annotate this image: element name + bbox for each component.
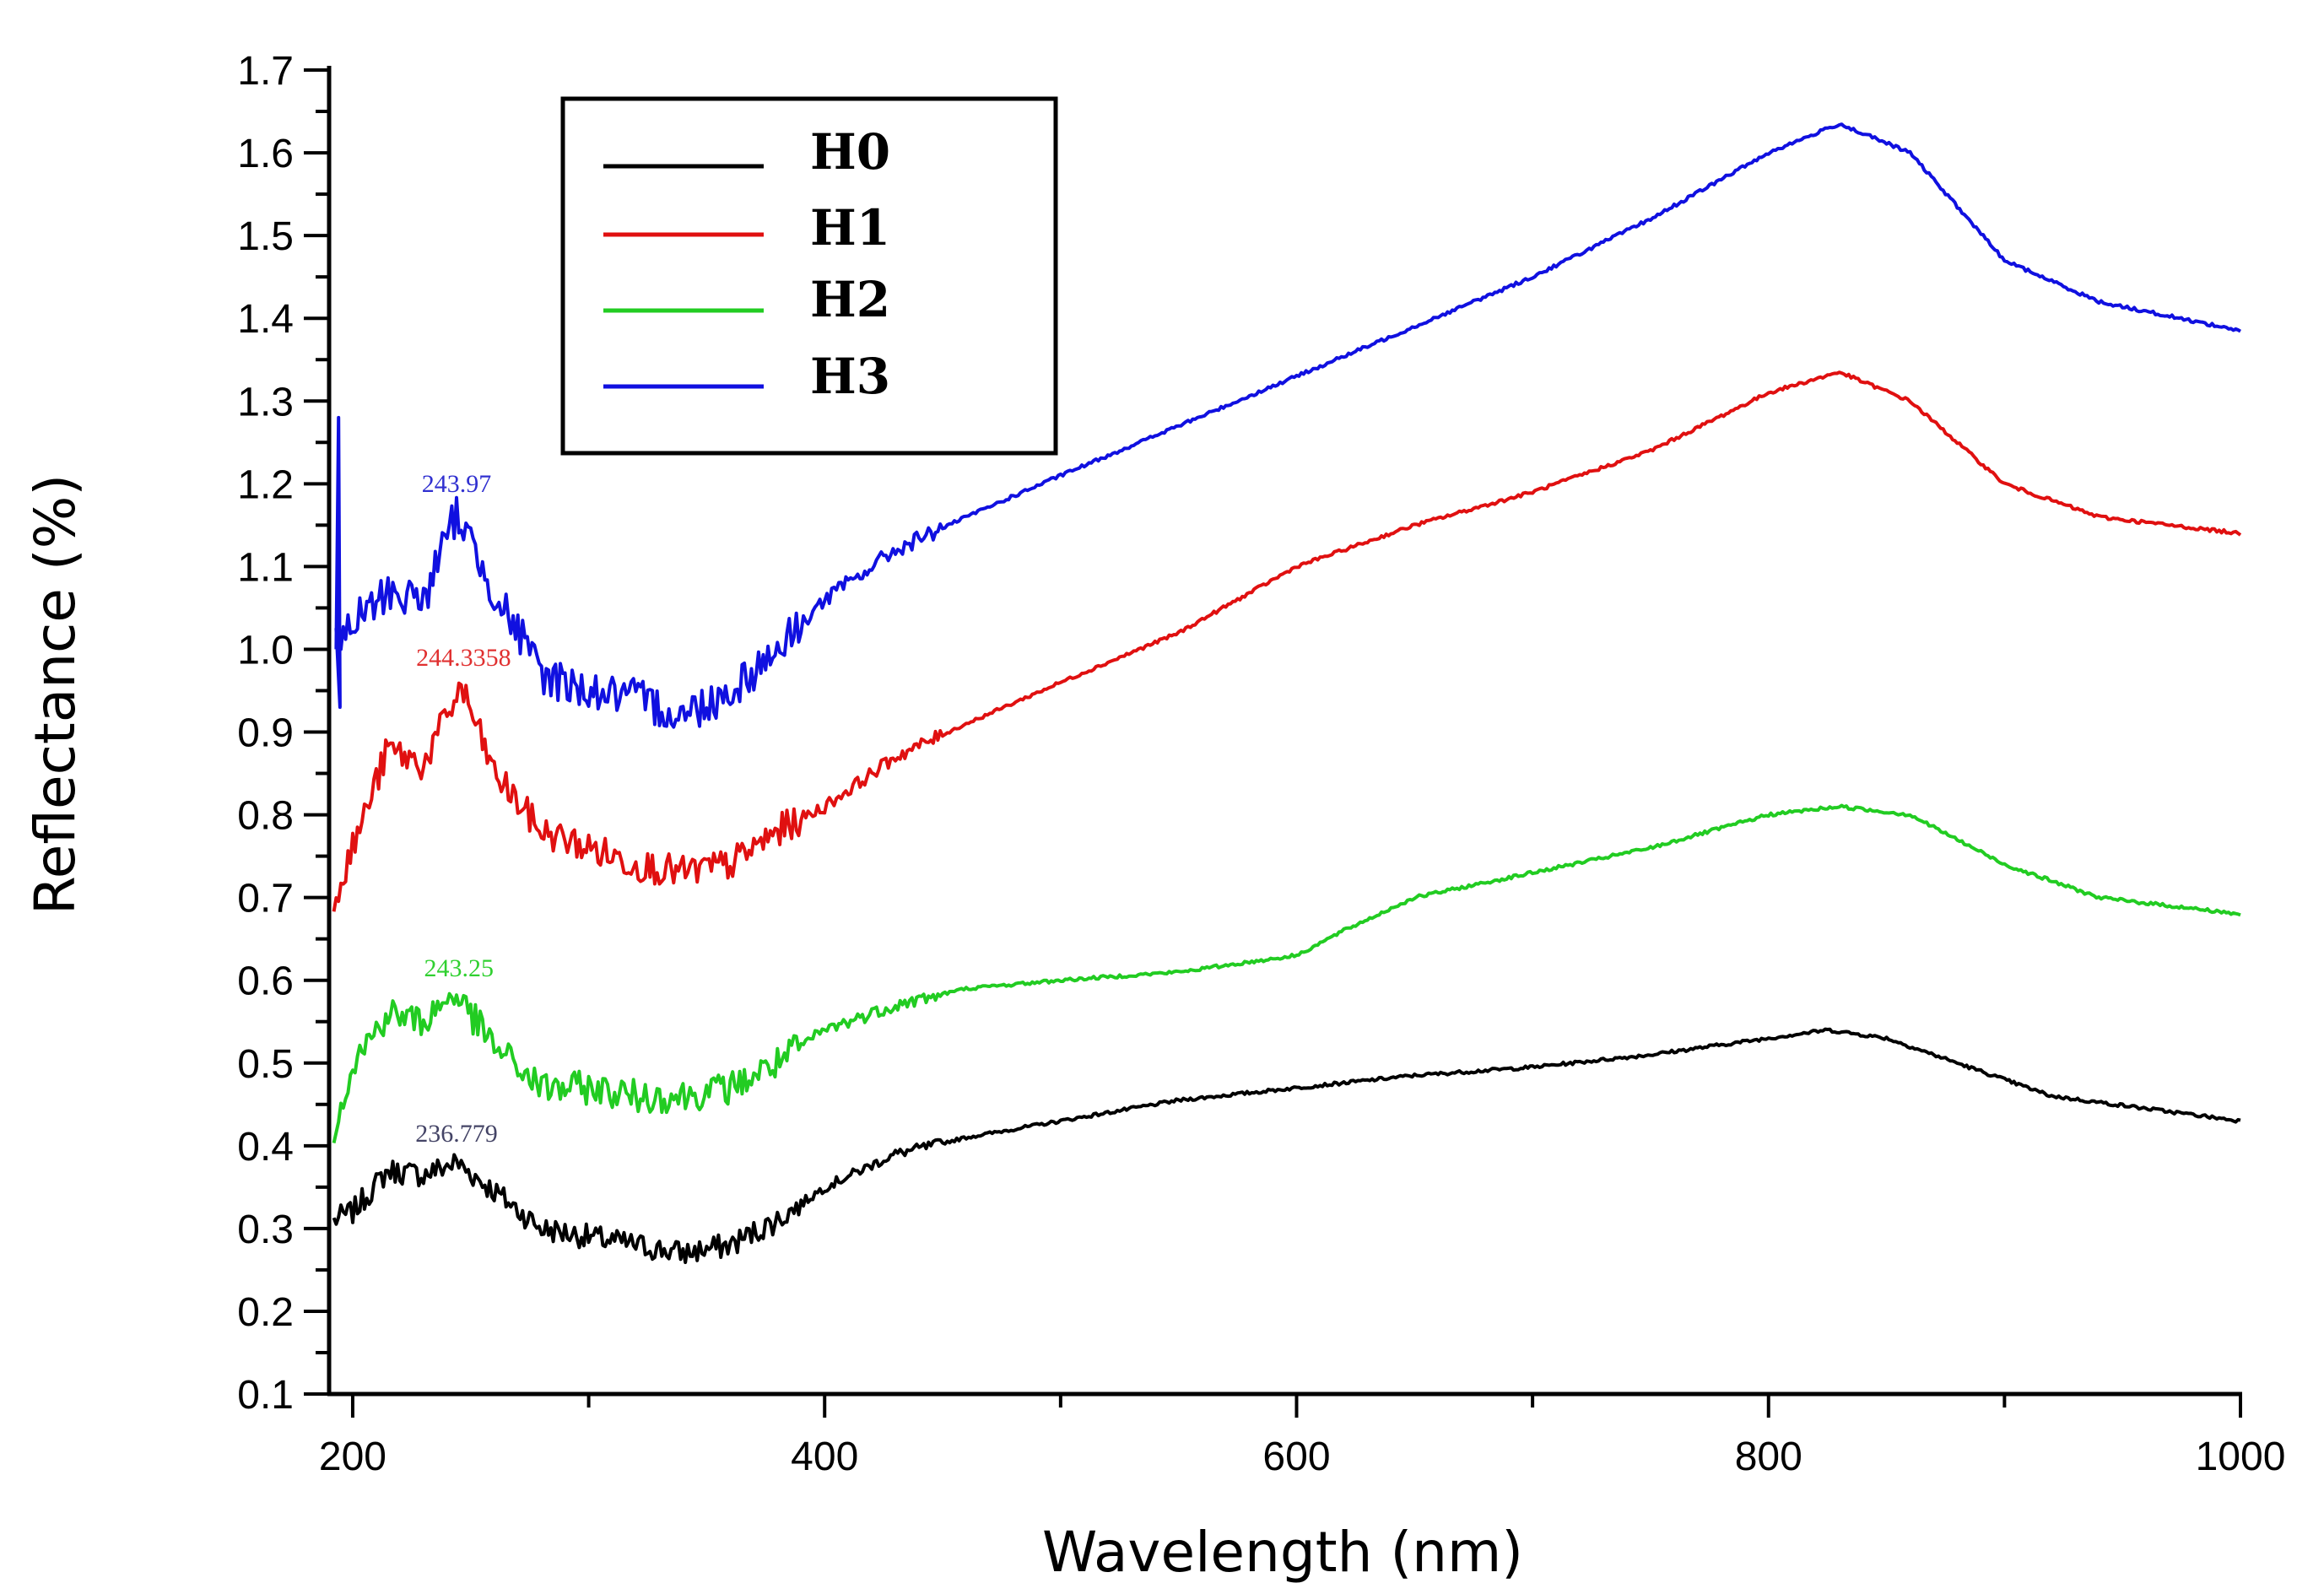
axes-layer: 0.1 0.2 0.3 0.4 0.5 0.6 0.7 0.8 0.9 1.0 1.1 1.2 1.3 1…	[237, 49, 2285, 1479]
y-tick-label: 1.1	[237, 545, 294, 590]
y-tick-label: 0.2	[237, 1290, 294, 1335]
y-tick-label: 0.3	[237, 1208, 294, 1252]
legend-label-h3: H3	[810, 348, 890, 405]
y-tick-label: 0.5	[237, 1042, 294, 1087]
y-tick-label: 0.8	[237, 794, 294, 839]
x-axis-title: Wavelength (nm)	[1042, 1520, 1523, 1585]
y-tick-label: 1.7	[237, 49, 294, 94]
series-line-h3	[334, 122, 2241, 729]
y-tick-label: 1.0	[237, 628, 294, 673]
y-tick-label: 0.6	[237, 959, 294, 1004]
y-tick-label: 0.7	[237, 877, 294, 921]
y-tick-label: 1.2	[237, 462, 294, 507]
y-tick-label: 1.3	[237, 380, 294, 424]
x-tick-label: 200	[319, 1435, 386, 1479]
y-tick-label: 0.9	[237, 711, 294, 756]
x-tick-label: 600	[1262, 1435, 1330, 1479]
peak-label: 244.3358	[416, 644, 511, 672]
y-tick-label: 1.6	[237, 132, 294, 176]
series-layer	[332, 122, 2242, 1264]
peak-label: 236.779	[415, 1120, 498, 1148]
x-tick-label: 1000	[2196, 1435, 2286, 1479]
legend-label-h1: H1	[810, 199, 890, 257]
legend-label-h0: H0	[810, 123, 890, 181]
annotation-layer: 243.97 244.3358 243.25 236.779	[415, 470, 511, 1148]
legend-box	[560, 96, 1058, 456]
y-tick-label: 1.4	[237, 297, 294, 342]
legend-label-h2: H2	[810, 271, 890, 328]
peak-label: 243.25	[424, 954, 495, 982]
y-tick-label: 0.1	[237, 1373, 294, 1418]
y-axis-title: Reflectance (%)	[23, 474, 88, 915]
legend: H0 H1 H2 H3	[560, 96, 1058, 456]
y-tick-label: 0.4	[237, 1125, 294, 1170]
x-tick-label: 400	[791, 1435, 858, 1479]
series-line-h0	[332, 1027, 2241, 1264]
y-tick-label: 1.5	[237, 214, 294, 259]
series-line-h1	[332, 370, 2242, 912]
x-tick-label: 800	[1735, 1435, 1802, 1479]
peak-label: 243.97	[422, 470, 492, 498]
series-line-h2	[332, 803, 2241, 1144]
